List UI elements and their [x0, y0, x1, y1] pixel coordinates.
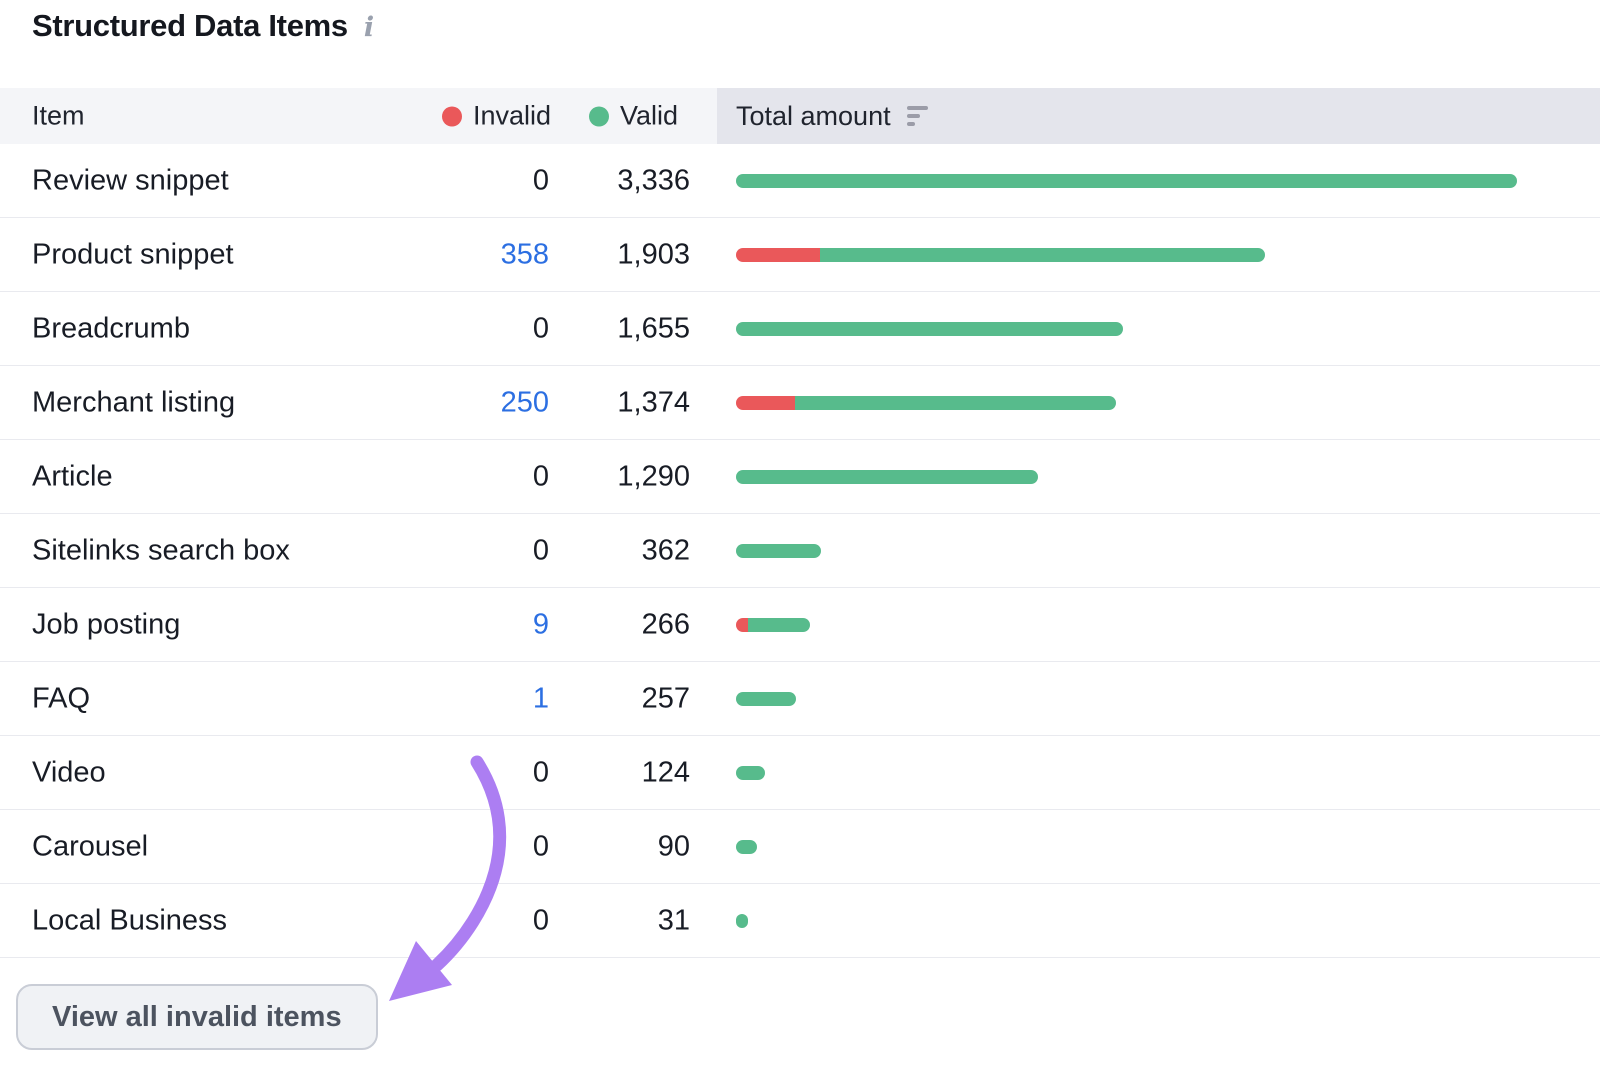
sort-descending-icon[interactable]	[906, 106, 928, 126]
total-amount-bar	[736, 395, 1116, 410]
total-amount-bar	[736, 765, 765, 780]
item-label: Carousel	[32, 830, 149, 862]
bar-segment-invalid	[736, 395, 795, 410]
table-row: Carousel 0 90	[0, 810, 1600, 884]
item-label: Review snippet	[32, 164, 229, 196]
invalid-count: 0	[532, 164, 549, 196]
table-footer: View all invalid items	[0, 958, 1600, 1076]
total-amount-bar	[736, 543, 821, 558]
bar-segment-valid	[736, 173, 1517, 188]
table-row: Sitelinks search box 0 362	[0, 514, 1600, 588]
table-row: FAQ 1 257	[0, 662, 1600, 736]
valid-count: 1,655	[617, 312, 690, 344]
valid-count: 266	[641, 608, 690, 640]
total-amount-bar	[736, 617, 810, 632]
valid-count: 1,903	[617, 238, 690, 270]
bar-segment-valid	[736, 691, 796, 706]
valid-count: 1,290	[617, 460, 690, 492]
invalid-count: 0	[532, 830, 549, 862]
item-label: Merchant listing	[32, 386, 236, 418]
total-amount-bar	[736, 247, 1265, 262]
invalid-count: 0	[532, 460, 549, 492]
valid-dot-icon	[589, 106, 609, 126]
bar-segment-valid	[795, 395, 1116, 410]
bar-segment-invalid	[736, 247, 820, 262]
bar-segment-invalid	[736, 617, 748, 632]
valid-count: 31	[657, 904, 690, 936]
invalid-count: 0	[532, 534, 549, 566]
invalid-count-link[interactable]: 358	[500, 238, 549, 270]
legend-valid: Valid	[589, 101, 678, 132]
total-amount-bar	[736, 691, 796, 706]
valid-count: 257	[641, 682, 690, 714]
table-row: Article 0 1,290	[0, 440, 1600, 514]
valid-count: 124	[641, 756, 690, 788]
invalid-count-link[interactable]: 250	[500, 386, 549, 418]
total-amount-bar	[736, 173, 1517, 188]
table-row: Breadcrumb 0 1,655	[0, 292, 1600, 366]
table-row: Local Business 0 31	[0, 884, 1600, 958]
panel-title: Structured Data Items	[32, 8, 348, 43]
bar-segment-valid	[736, 469, 1038, 484]
valid-count: 3,336	[617, 164, 690, 196]
bar-segment-valid	[736, 543, 821, 558]
invalid-count: 0	[532, 904, 549, 936]
table-header: Item Invalid Valid Total amount	[0, 88, 1600, 144]
item-label: Breadcrumb	[32, 312, 190, 344]
column-header-invalid: Invalid	[473, 100, 552, 131]
total-amount-bar	[736, 469, 1038, 484]
bar-segment-valid	[736, 765, 765, 780]
legend-invalid: Invalid	[442, 101, 551, 132]
total-amount-bar	[736, 913, 748, 928]
item-label: Product snippet	[32, 238, 234, 270]
invalid-count-link[interactable]: 9	[532, 608, 549, 640]
table-row: Product snippet 358 1,903	[0, 218, 1600, 292]
bar-segment-valid	[820, 247, 1265, 262]
item-label: Article	[32, 460, 113, 492]
bar-segment-valid	[736, 321, 1123, 336]
invalid-count-link[interactable]: 1	[532, 682, 549, 714]
total-amount-bar	[736, 321, 1123, 336]
valid-count: 1,374	[617, 386, 690, 418]
column-header-item: Item	[32, 100, 85, 131]
bar-segment-valid	[736, 839, 757, 854]
item-label: FAQ	[32, 682, 91, 714]
invalid-count: 0	[532, 312, 549, 344]
item-label: Local Business	[32, 904, 228, 936]
invalid-count: 0	[532, 756, 549, 788]
table-row: Job posting 9 266	[0, 588, 1600, 662]
table-row: Video 0 124	[0, 736, 1600, 810]
table-row: Merchant listing 250 1,374	[0, 366, 1600, 440]
bar-segment-valid	[736, 913, 748, 928]
info-icon[interactable]: i	[363, 11, 375, 43]
item-label: Sitelinks search box	[32, 534, 290, 566]
invalid-dot-icon	[442, 106, 462, 126]
item-label: Job posting	[32, 608, 181, 640]
valid-count: 362	[641, 534, 690, 566]
column-header-valid: Valid	[620, 100, 679, 131]
bar-segment-valid	[748, 617, 810, 632]
total-amount-bar	[736, 839, 757, 854]
view-all-invalid-items-button[interactable]: View all invalid items	[16, 984, 378, 1050]
table-body: Review snippet 0 3,336 Product snippet 358 1,…	[0, 144, 1600, 958]
item-label: Video	[32, 756, 106, 788]
column-header-total-amount[interactable]: Total amount	[717, 88, 1600, 144]
valid-count: 90	[657, 830, 690, 862]
table-row: Review snippet 0 3,336	[0, 144, 1600, 218]
panel-header: Structured Data Items i	[32, 8, 374, 44]
